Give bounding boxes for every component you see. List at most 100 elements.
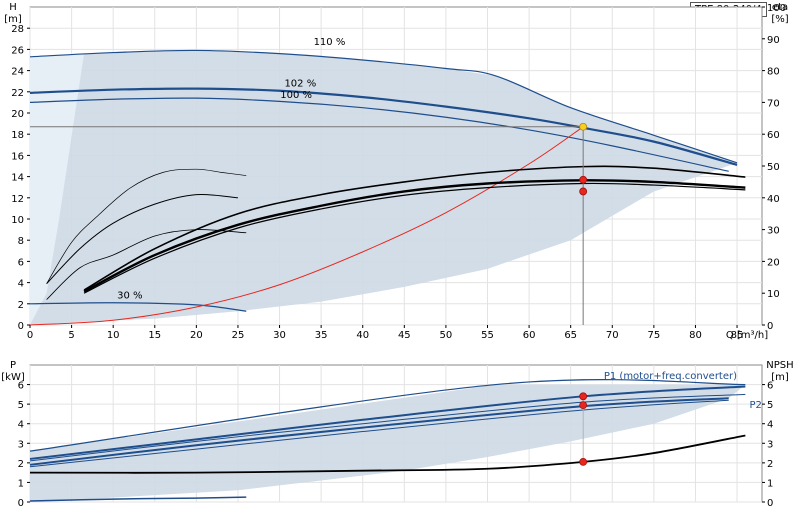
- power-tick-label-y: 2: [18, 459, 24, 470]
- head-y-axis-label: H: [9, 2, 17, 13]
- head-series-eta_thin: [46, 229, 247, 300]
- power-y-axis-label: P: [10, 360, 16, 371]
- head-tick-label-x: 75: [647, 330, 660, 341]
- power-y2-axis-unit: [m]: [771, 372, 789, 383]
- head-tick-label-y2: 100: [767, 3, 786, 14]
- head-tick-label-y: 18: [11, 130, 24, 141]
- series-label-p1: P1 (motor+freq.converter): [604, 371, 737, 382]
- head-tick-label-x: 30: [273, 330, 286, 341]
- head-tick-label-y: 10: [11, 215, 24, 226]
- power-tick-label-y2: 0: [767, 498, 773, 509]
- curve-label-30: 30 %: [117, 291, 142, 302]
- head-tick-label-y: 8: [18, 236, 24, 247]
- head-tick-label-x: 45: [398, 330, 411, 341]
- head-tick-label-x: 10: [107, 330, 120, 341]
- power-series-P2: [29, 397, 729, 466]
- head-tick-label-y2: 60: [767, 130, 780, 141]
- power-y-axis-unit: [kW]: [1, 372, 25, 383]
- power-tick-label-y: 5: [18, 400, 24, 411]
- head-tick-label-x: 50: [440, 330, 453, 341]
- head-tick-label-y: 0: [18, 321, 24, 332]
- power-series-P2_b: [29, 399, 729, 468]
- head-tick-label-y: 2: [18, 300, 24, 311]
- head-tick-label-x: 20: [190, 330, 203, 341]
- head-tick-label-y2: 70: [767, 98, 780, 109]
- head-series-eta_mid: [83, 182, 746, 294]
- head-operating-point-duty: [579, 122, 588, 131]
- head-tick-label-x: 25: [232, 330, 245, 341]
- head-tick-label-x: 70: [606, 330, 619, 341]
- head-tick-label-y: 16: [11, 151, 24, 162]
- power-tick-label-y: 4: [18, 420, 24, 431]
- power-series-P1: [29, 385, 746, 460]
- power-series-NPSH: [29, 434, 746, 474]
- head-tick-label-y: 26: [11, 45, 24, 56]
- head-series-eta_main: [83, 179, 746, 293]
- curve-label-102: 102 %: [284, 79, 316, 90]
- power-tick-label-y2: 6: [767, 381, 773, 392]
- head-tick-label-y: 4: [18, 279, 24, 290]
- head-tick-label-x: 60: [523, 330, 536, 341]
- power-series-P_30: [29, 496, 247, 502]
- power-series-P1_b: [29, 393, 746, 462]
- head-tick-label-y: 28: [11, 24, 24, 35]
- power-operating-point-NPSH: [579, 457, 588, 466]
- head-tick-label-x: 0: [27, 330, 33, 341]
- power-tick-label-y2: 2: [767, 459, 773, 470]
- head-y2-axis-unit: [%]: [771, 14, 788, 25]
- x-axis-label: Q [m³/h]: [726, 330, 768, 341]
- head-series-H_110: [29, 49, 738, 164]
- head-low-flow-zone: [30, 53, 85, 325]
- head-tick-label-x: 40: [356, 330, 369, 341]
- head-tick-label-x: 80: [689, 330, 702, 341]
- head-tick-label-y2: 20: [767, 257, 780, 268]
- head-series-eta_arc: [46, 168, 247, 284]
- power-tick-label-y: 3: [18, 439, 24, 450]
- power-tick-label-y2: 3: [767, 439, 773, 450]
- head-tick-label-x: 35: [315, 330, 328, 341]
- head-y2-axis-label: eta: [772, 2, 788, 13]
- head-operating-envelope: [30, 50, 738, 326]
- head-tick-label-x: 15: [148, 330, 161, 341]
- power-operating-point-P2: [579, 401, 588, 410]
- head-tick-label-y: 22: [11, 88, 24, 99]
- power-tick-label-y2: 1: [767, 478, 773, 489]
- head-tick-label-y2: 30: [767, 226, 780, 237]
- head-series-eta_top: [83, 165, 746, 291]
- head-tick-label-y: 20: [11, 109, 24, 120]
- head-series-H_100: [29, 97, 729, 172]
- head-y-axis-unit: [m]: [4, 14, 22, 25]
- power-tick-label-y: 0: [18, 498, 24, 509]
- power-y2-axis-label: NPSH: [766, 360, 793, 371]
- head-tick-label-x: 85: [731, 330, 744, 341]
- head-operating-point-eta_a: [579, 175, 588, 184]
- head-operating-point-eta_b: [579, 187, 588, 196]
- head-tick-label-y2: 90: [767, 35, 780, 46]
- power-operating-point-P1: [579, 392, 588, 401]
- curve-label-100: 100 %: [280, 90, 312, 101]
- head-tick-label-x: 5: [68, 330, 74, 341]
- head-tick-label-y: 14: [11, 173, 24, 184]
- head-tick-label-y: 24: [11, 67, 24, 78]
- power-tick-label-y2: 4: [767, 420, 773, 431]
- curve-label-110: 110 %: [314, 37, 346, 48]
- head-tick-label-y2: 0: [767, 321, 773, 332]
- head-series-H_30: [29, 302, 247, 312]
- head-tick-label-y: 12: [11, 194, 24, 205]
- head-tick-label-y2: 10: [767, 289, 780, 300]
- series-label-p2: P2: [750, 400, 762, 411]
- head-series-H_102: [29, 87, 738, 166]
- power-series-P1_max: [29, 379, 746, 452]
- head-tick-label-x: 55: [481, 330, 494, 341]
- head-series-system_curve: [29, 126, 584, 326]
- head-series-eta_lowspeed: [46, 193, 238, 285]
- head-tick-label-y: 6: [18, 257, 24, 268]
- head-tick-label-y2: 50: [767, 162, 780, 173]
- head-tick-label-x: 65: [564, 330, 577, 341]
- power-tick-label-y: 6: [18, 381, 24, 392]
- power-tick-label-y: 1: [18, 478, 24, 489]
- head-tick-label-y2: 80: [767, 67, 780, 78]
- head-tick-label-y2: 40: [767, 194, 780, 205]
